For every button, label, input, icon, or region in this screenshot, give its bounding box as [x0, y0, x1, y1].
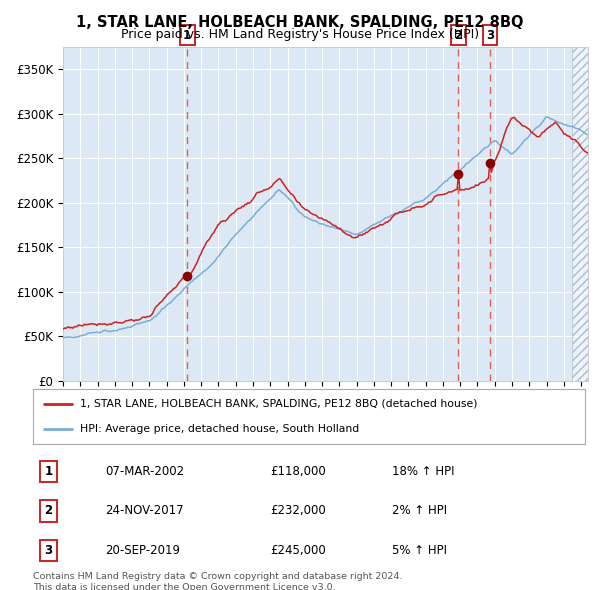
- Text: 1, STAR LANE, HOLBEACH BANK, SPALDING, PE12 8BQ (detached house): 1, STAR LANE, HOLBEACH BANK, SPALDING, P…: [80, 399, 478, 409]
- Text: 2: 2: [44, 504, 53, 517]
- Text: 24-NOV-2017: 24-NOV-2017: [105, 504, 184, 517]
- Text: 5% ↑ HPI: 5% ↑ HPI: [392, 544, 447, 557]
- Text: 3: 3: [44, 544, 53, 557]
- Bar: [572, 47, 588, 381]
- Text: 1, STAR LANE, HOLBEACH BANK, SPALDING, PE12 8BQ: 1, STAR LANE, HOLBEACH BANK, SPALDING, P…: [76, 15, 524, 30]
- Text: £245,000: £245,000: [271, 544, 326, 557]
- Text: 2% ↑ HPI: 2% ↑ HPI: [392, 504, 447, 517]
- Text: HPI: Average price, detached house, South Holland: HPI: Average price, detached house, Sout…: [80, 424, 359, 434]
- Text: 20-SEP-2019: 20-SEP-2019: [105, 544, 180, 557]
- Text: 1: 1: [44, 465, 53, 478]
- Text: 2: 2: [454, 29, 463, 42]
- Text: 07-MAR-2002: 07-MAR-2002: [105, 465, 184, 478]
- Bar: [572, 47, 588, 381]
- Text: £118,000: £118,000: [271, 465, 326, 478]
- Text: 18% ↑ HPI: 18% ↑ HPI: [392, 465, 454, 478]
- Text: 1: 1: [183, 29, 191, 42]
- Text: £232,000: £232,000: [271, 504, 326, 517]
- Text: Price paid vs. HM Land Registry's House Price Index (HPI): Price paid vs. HM Land Registry's House …: [121, 28, 479, 41]
- Text: Contains HM Land Registry data © Crown copyright and database right 2024.
This d: Contains HM Land Registry data © Crown c…: [33, 572, 403, 590]
- Text: 3: 3: [486, 29, 494, 42]
